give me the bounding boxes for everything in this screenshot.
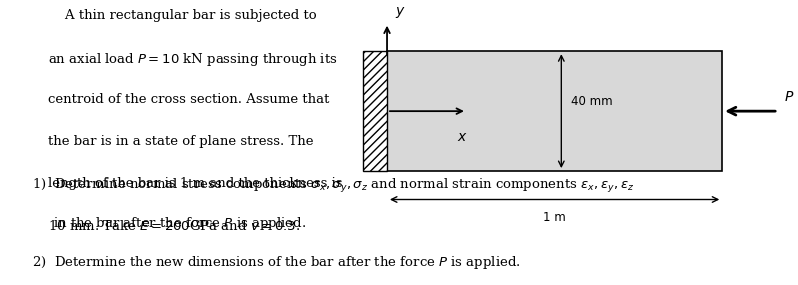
Text: A thin rectangular bar is subjected to: A thin rectangular bar is subjected to — [48, 9, 317, 22]
Text: 10 mm. Take $E = 200$GPa and $v = 0.3$.: 10 mm. Take $E = 200$GPa and $v = 0.3$. — [48, 219, 300, 233]
Text: 2)  Determine the new dimensions of the bar after the force $P$ is applied.: 2) Determine the new dimensions of the b… — [32, 254, 520, 271]
Text: an axial load $P = 10$ kN passing through its: an axial load $P = 10$ kN passing throug… — [48, 51, 338, 68]
Text: length of the bar is 1 m and the thickness is: length of the bar is 1 m and the thickne… — [48, 177, 342, 190]
Text: $P$: $P$ — [784, 90, 794, 104]
Bar — [387, 51, 722, 171]
Text: $x$: $x$ — [457, 130, 468, 144]
Bar — [363, 51, 387, 171]
Text: centroid of the cross section. Assume that: centroid of the cross section. Assume th… — [48, 93, 330, 106]
Text: 40 mm: 40 mm — [571, 95, 613, 108]
Text: $y$: $y$ — [395, 5, 405, 20]
Text: 1)  Determine normal stress components $\sigma_x, \sigma_y, \sigma_z$ and normal: 1) Determine normal stress components $\… — [32, 177, 634, 195]
Text: in the bar after the force $P$ is applied.: in the bar after the force $P$ is applie… — [32, 215, 306, 232]
Text: the bar is in a state of plane stress. The: the bar is in a state of plane stress. T… — [48, 135, 314, 148]
Text: 1 m: 1 m — [543, 211, 566, 224]
